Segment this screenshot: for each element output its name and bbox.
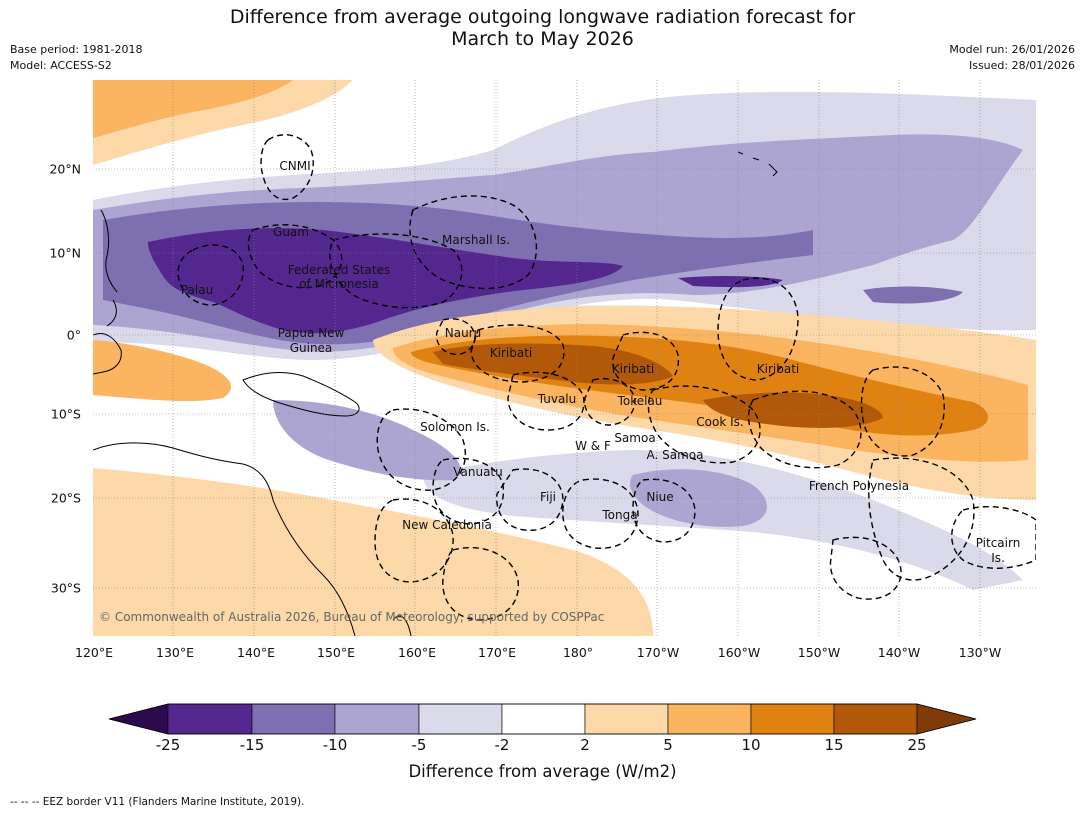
label-pitcairn-2: Is. [991, 551, 1005, 565]
map-svg: CNMI Guam Marshall Is. Federated States … [93, 80, 1036, 636]
chart-title: Difference from average outgoing longwav… [0, 6, 1085, 50]
colorbar-swatch [334, 703, 420, 735]
label-nauru: Nauru [445, 326, 481, 340]
australia-coast [93, 442, 356, 636]
label-samoa: Samoa [614, 431, 655, 445]
label-kiribati-east: Kiribati [757, 362, 799, 376]
label-fiji: Fiji [540, 490, 556, 504]
colorbar-tick: -15 [239, 736, 265, 754]
colorbar-tick: -2 [494, 736, 510, 754]
map-panel[interactable]: CNMI Guam Marshall Is. Federated States … [93, 80, 1036, 636]
lon-label: 180° [562, 645, 594, 660]
label-american-samoa: A. Samoa [647, 448, 704, 462]
label-kiribati-central: Kiribati [612, 362, 654, 376]
lat-label: 10°S [50, 406, 81, 422]
lat-label: 10°N [49, 245, 81, 261]
colorbar-tick: 10 [741, 736, 761, 754]
colorbar [108, 703, 977, 735]
model-name: Model: ACCESS-S2 [10, 59, 112, 72]
label-solomon: Solomon Is. [420, 420, 490, 434]
meta-right: Model run: 26/01/2026 Issued: 28/01/2026 [949, 42, 1075, 74]
ola-patch-purple-solomon [273, 400, 461, 481]
label-png-1: Papua New [278, 326, 345, 340]
ola-tongue-orange-core-west [433, 343, 673, 385]
colorbar-swatch [251, 703, 336, 735]
colorbar-tick: 5 [663, 736, 673, 754]
lon-label: 140°E [236, 645, 276, 660]
label-niue: Niue [646, 490, 673, 504]
lat-label: 20°S [50, 490, 81, 506]
ola-patch-orange-philippines [93, 340, 232, 402]
label-kiribati-west: Kiribati [490, 346, 532, 360]
title-line-2: March to May 2026 [451, 28, 634, 50]
lon-label: 160°W [717, 645, 761, 660]
colorbar-swatch [108, 703, 169, 735]
label-cnmi: CNMI [279, 159, 310, 173]
eez-borders [177, 134, 1036, 621]
hawaii-islands [737, 151, 778, 177]
new-guinea-coast [242, 372, 360, 417]
label-tokelau: Tokelau [617, 394, 663, 408]
lon-label: 170°E [477, 645, 517, 660]
lat-label: 30°S [50, 580, 81, 596]
colorbar-tick: 2 [580, 736, 590, 754]
colorbar-swatch [167, 703, 253, 735]
colorbar-outline [108, 703, 977, 735]
colorbar-swatch [501, 703, 586, 735]
meta-left: Base period: 1981-2018 Model: ACCESS-S2 [10, 42, 142, 74]
colorbar-swatch [584, 703, 669, 735]
philippines-coast [100, 209, 118, 327]
colorbar-swatch [418, 703, 503, 735]
colorbar-tick: -10 [322, 736, 348, 754]
colorbar-tick: -25 [155, 736, 181, 754]
lon-label: 120°E [74, 645, 114, 660]
ola-patch-purple-niue [630, 469, 767, 527]
lon-label: 160°E [397, 645, 437, 660]
new-zealand-coast [392, 615, 412, 636]
label-cook: Cook Is. [696, 415, 743, 429]
issued-date: Issued: 28/01/2026 [968, 59, 1075, 72]
lon-label: 130°W [958, 645, 1002, 660]
lat-label: 0° [66, 327, 81, 343]
lon-label: 150°W [797, 645, 841, 660]
lon-label: 130°E [155, 645, 195, 660]
label-wallis-futuna: W & F [575, 439, 611, 453]
ola-band-purple-core [148, 228, 623, 334]
graticule [93, 80, 1036, 636]
lon-label: 170°W [636, 645, 680, 660]
label-guam: Guam [273, 225, 309, 239]
colorbar-swatch [833, 703, 918, 735]
label-new-caledonia: New Caledonia [402, 518, 492, 532]
colorbar-swatch [667, 703, 752, 735]
base-period: Base period: 1981-2018 [10, 43, 143, 56]
colorbar-swatch [916, 703, 977, 735]
colorbar-tick: 25 [907, 736, 927, 754]
lon-label: 150°E [316, 645, 356, 660]
label-fsm-1: Federated States [288, 263, 390, 277]
label-marshall: Marshall Is. [442, 233, 510, 247]
label-fsm-2: of Micronesia [299, 277, 379, 291]
colorbar-swatch [750, 703, 835, 735]
label-vanuatu: Vanuatu [453, 465, 503, 479]
eez-legend-note: -- -- -- EEZ border V11 (Flanders Marine… [10, 796, 305, 808]
colorbar-tick: 15 [824, 736, 844, 754]
ola-patch-orange-nw-dark [93, 80, 293, 138]
colorbar-label: Difference from average (W/m2) [408, 762, 677, 781]
model-run: Model run: 26/01/2026 [949, 43, 1075, 56]
borneo-coast [93, 333, 122, 375]
label-tonga: Tonga [601, 508, 637, 522]
label-png-2: Guinea [290, 341, 333, 355]
label-tuvalu: Tuvalu [537, 392, 577, 406]
ola-patch-purple-east [863, 286, 963, 304]
copyright-notice: © Commonwealth of Australia 2026, Bureau… [99, 610, 604, 624]
label-palau: Palau [181, 283, 213, 297]
colorbar-tick: -5 [411, 736, 427, 754]
ola-band-orange-south [93, 468, 653, 636]
lat-label: 20°N [49, 161, 81, 177]
label-french-polynesia: French Polynesia [809, 479, 909, 493]
title-line-1: Difference from average outgoing longwav… [229, 6, 856, 28]
lon-label: 140°W [877, 645, 921, 660]
label-pitcairn-1: Pitcairn [976, 536, 1021, 550]
